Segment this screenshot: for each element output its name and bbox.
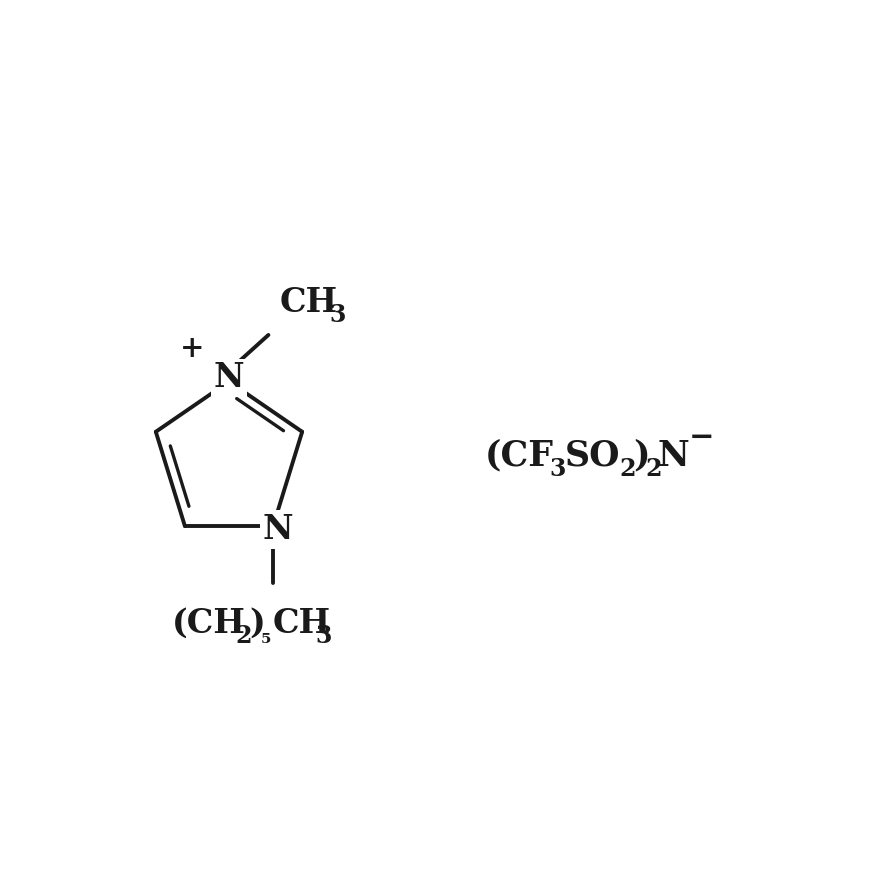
Text: N: N [658,439,689,473]
Text: ): ) [634,439,651,473]
Text: 3: 3 [329,303,345,327]
Text: −: − [689,423,715,453]
Text: 2: 2 [619,457,636,481]
Text: CH: CH [279,286,338,319]
Text: N: N [263,514,293,546]
Text: 2: 2 [235,624,252,648]
Text: 3: 3 [315,624,332,648]
Text: +: + [180,334,204,362]
Text: 3: 3 [549,457,565,481]
Text: ): ) [249,607,265,640]
Text: CH: CH [273,607,331,640]
Text: (CH: (CH [172,607,246,640]
Text: SO: SO [565,439,620,473]
Text: 2: 2 [645,457,661,481]
Text: N: N [214,361,244,394]
Text: (CF: (CF [485,439,554,473]
Text: ₅: ₅ [261,624,271,648]
